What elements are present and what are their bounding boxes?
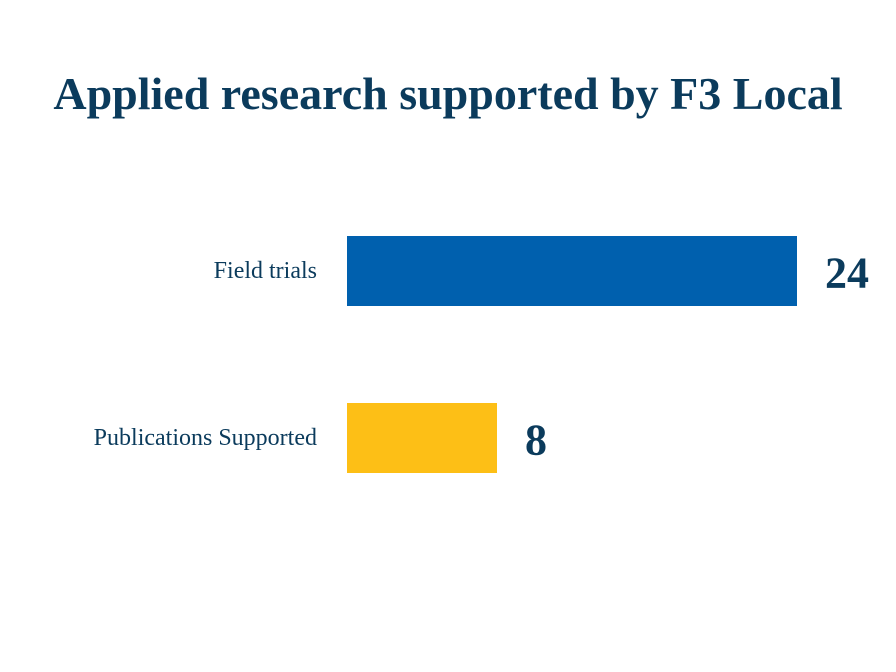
category-label: Field trials bbox=[214, 258, 317, 284]
chart-title: Applied research supported by F3 Local bbox=[53, 68, 843, 119]
value-label: 24 bbox=[825, 249, 869, 298]
bar-field-trials bbox=[347, 236, 797, 306]
value-label: 8 bbox=[525, 416, 547, 465]
bar-publications-supported bbox=[347, 403, 497, 473]
category-label: Publications Supported bbox=[94, 425, 317, 451]
